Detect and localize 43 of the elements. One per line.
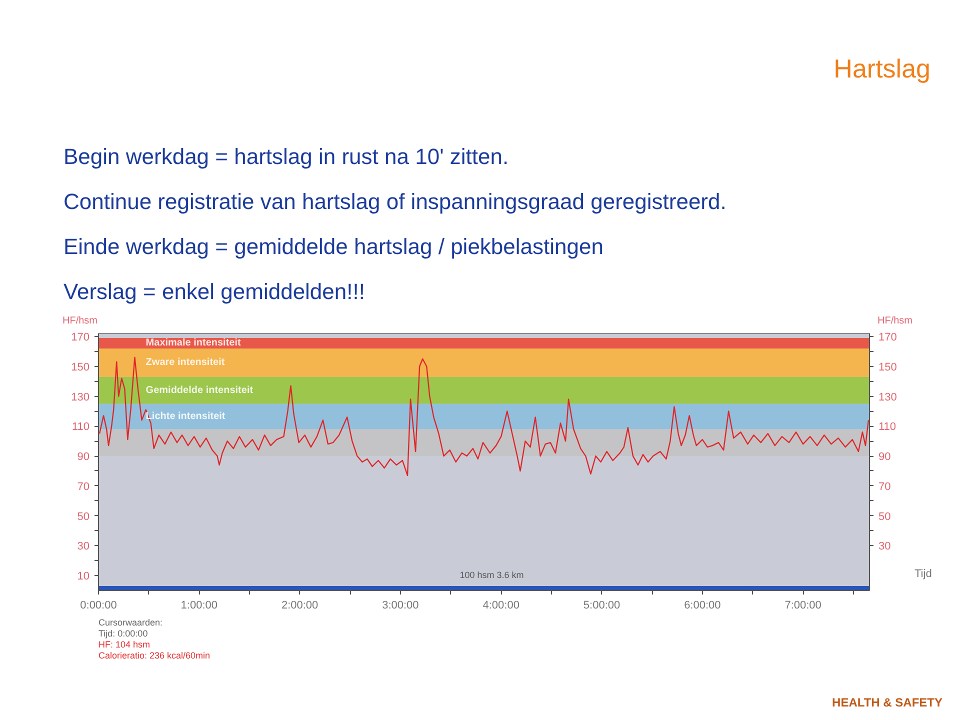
y2-tick-label: 50 — [878, 510, 891, 523]
y-tick-label: 10 — [77, 570, 90, 583]
y2-tick-label: 30 — [878, 540, 891, 553]
x-tick-label: 0:00:00 — [80, 600, 117, 612]
y-tick-label: 70 — [77, 480, 90, 493]
x-tick-label: 5:00:00 — [583, 600, 620, 612]
text: Einde werkdag = gemiddelde hartslag / piekbelastingen — [64, 234, 604, 259]
band-label: Gemiddelde intensiteit — [146, 384, 254, 396]
text: Continue registratie van hartslag of inspanningsgraad geregistreerd. — [64, 189, 726, 214]
y-tick-label: 30 — [77, 540, 90, 553]
text: Calorieratio: 236 kcal/60min — [98, 650, 210, 660]
y-tick-label: 130 — [71, 391, 90, 404]
y2-tick-label: 130 — [878, 391, 897, 404]
text: Verslag = enkel gemiddelden!!! — [64, 279, 365, 304]
y-tick-label: 110 — [72, 421, 90, 434]
y2-tick-label: 110 — [878, 421, 896, 434]
line-series — [98, 356, 870, 476]
x-tick-label: 7:00:00 — [784, 600, 822, 612]
band-label: Maximale intensiteit — [146, 338, 242, 349]
y-axis-title: HF/hsm — [62, 316, 98, 326]
y2-tick-label: 90 — [878, 451, 891, 464]
text: HEALTH & SAFETY — [832, 696, 943, 710]
text: Tijd: 0:00:00 — [98, 628, 148, 638]
x-tick-label: 4:00:00 — [482, 600, 520, 612]
y-tick-label: 90 — [77, 451, 90, 464]
annotation: 100 hsm 3.6 km — [460, 570, 524, 580]
x-axis-title: Tijd — [914, 568, 932, 580]
y2-tick-label: 70 — [878, 480, 891, 493]
y-tick-label: 150 — [71, 361, 90, 374]
x-tick-label: 6:00:00 — [684, 600, 721, 612]
y2-tick-label: 150 — [878, 361, 897, 374]
y2-axis-title: HF/hsm — [878, 316, 912, 326]
band-label: Zware intensiteit — [146, 357, 226, 368]
text: Begin werkdag = hartslag in rust na 10' zitten. — [64, 144, 509, 169]
x-tick-label: 2:00:00 — [281, 600, 318, 612]
y2-tick-label: 170 — [878, 331, 897, 344]
text: Cursorwaarden: — [98, 618, 163, 628]
text: HF: 104 hsm — [98, 640, 150, 650]
x-tick-label: 3:00:00 — [382, 600, 419, 612]
y-tick-label: 50 — [77, 510, 90, 523]
chart-title: Hartslag — [834, 54, 931, 84]
y-tick-label: 170 — [71, 331, 90, 344]
x-tick-label: 1:00:00 — [180, 600, 218, 612]
